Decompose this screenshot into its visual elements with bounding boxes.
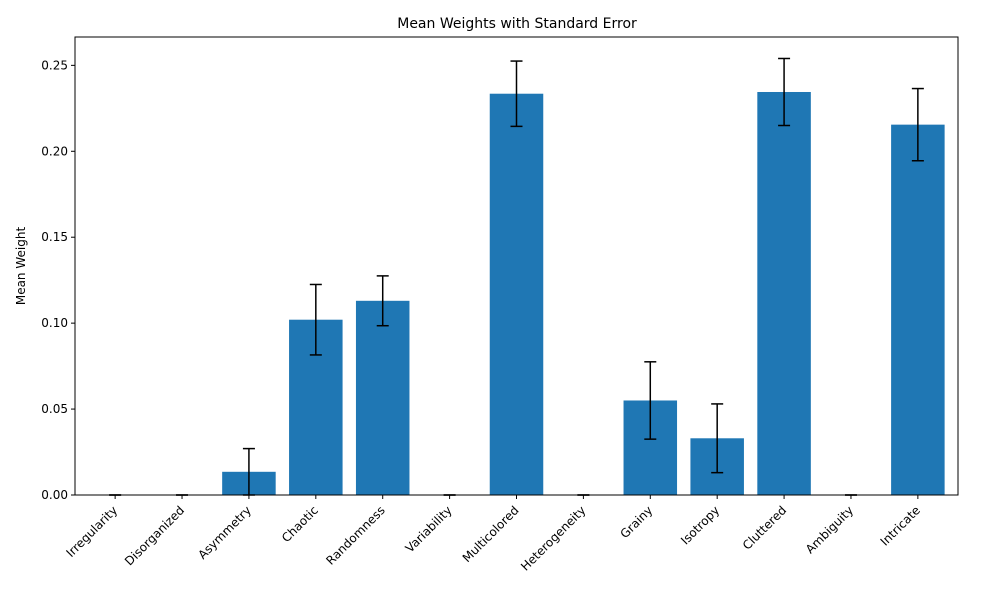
errorbar-grainy xyxy=(644,361,657,440)
y-axis: 0.00 0.05 0.10 0.15 0.20 0.25 xyxy=(41,58,75,502)
bars-layer xyxy=(222,91,945,495)
x-tick-label: Variability xyxy=(403,503,455,555)
x-tick-label: Disorganized xyxy=(122,503,187,568)
x-tick-label: Asymmetry xyxy=(195,503,254,562)
errorbar-intricate xyxy=(911,87,924,162)
x-tick-label: Chaotic xyxy=(279,503,321,545)
y-tick-label: 0.05 xyxy=(41,402,68,416)
bar-multicolored xyxy=(489,93,544,495)
x-tick-label: Irregularity xyxy=(63,503,120,560)
bar-intricate xyxy=(891,124,945,495)
x-tick-label: Heterogeneity xyxy=(518,503,588,573)
y-tick-label: 0.10 xyxy=(41,316,68,330)
errorbar-chaotic xyxy=(309,283,322,356)
errorbar-isotropy xyxy=(711,403,724,474)
bar-randomness xyxy=(355,300,410,495)
errorbar-cluttered xyxy=(778,57,791,127)
x-tick-label: Grainy xyxy=(617,503,655,541)
y-axis-label: Mean Weight xyxy=(14,227,28,306)
y-tick-label: 0.00 xyxy=(41,488,68,502)
plot-frame xyxy=(74,36,959,496)
chart-title: Mean Weights with Standard Error xyxy=(397,16,637,32)
x-tick-label: Randomness xyxy=(323,503,387,567)
y-tick-label: 0.15 xyxy=(41,230,68,244)
x-axis: Irregularity Disorganized Asymmetry Chaotic… xyxy=(63,495,923,574)
x-tick-label: Ambiguity xyxy=(803,503,856,556)
x-tick-label: Cluttered xyxy=(740,503,789,552)
y-tick-label: 0.20 xyxy=(41,144,68,158)
bar-cluttered xyxy=(757,91,811,495)
x-tick-label: Isotropy xyxy=(678,503,722,547)
y-tick-label: 0.25 xyxy=(41,58,68,72)
errorbar-multicolored xyxy=(510,60,523,128)
x-tick-label: Intricate xyxy=(878,503,923,548)
errorbar-randomness xyxy=(376,275,389,327)
x-tick-label: Multicolored xyxy=(460,503,522,565)
